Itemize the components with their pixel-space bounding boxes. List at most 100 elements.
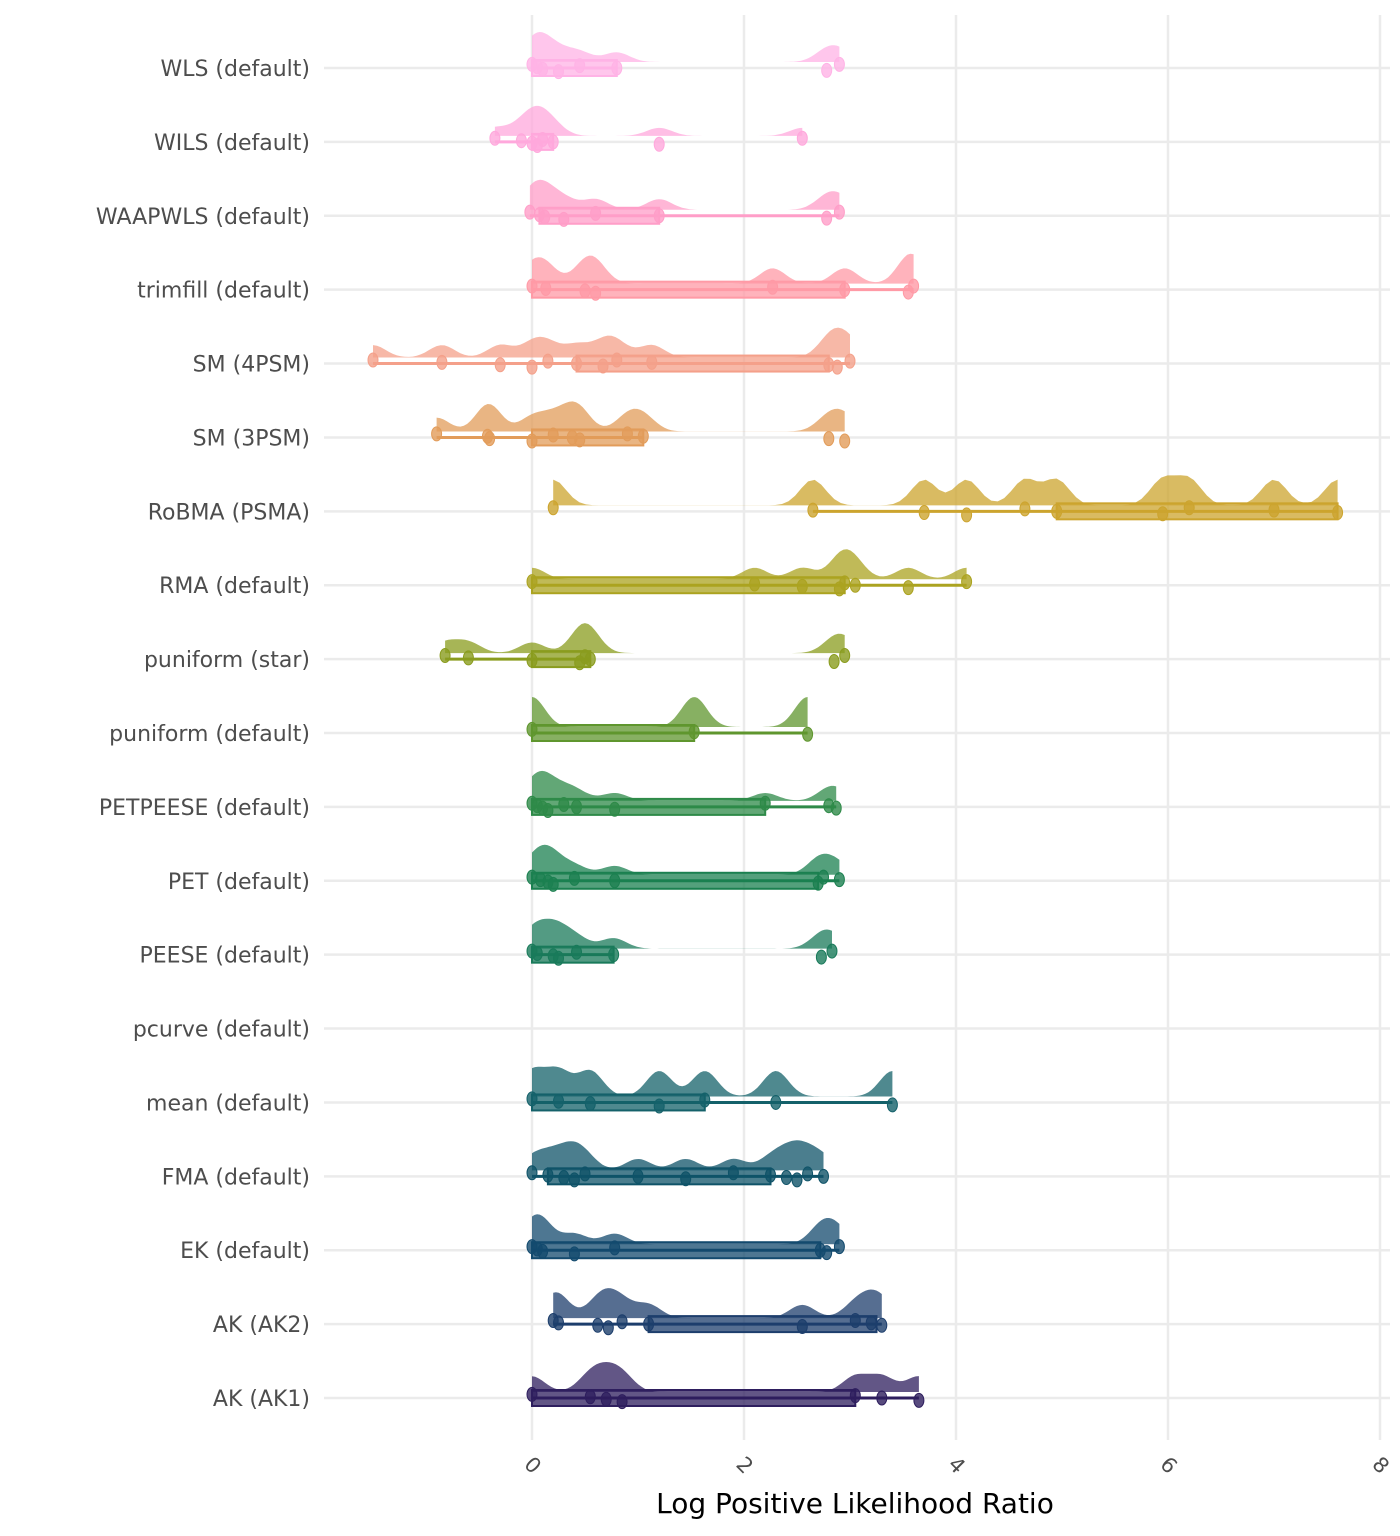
data-point bbox=[609, 1240, 621, 1256]
data-point bbox=[621, 426, 633, 442]
data-point bbox=[1019, 501, 1031, 517]
data-point bbox=[600, 1391, 612, 1407]
data-point bbox=[616, 1394, 628, 1410]
series-group bbox=[526, 253, 920, 301]
data-point bbox=[431, 426, 443, 442]
data-point bbox=[515, 133, 527, 149]
data-point bbox=[821, 62, 833, 78]
data-point bbox=[568, 1172, 580, 1188]
data-point bbox=[462, 650, 474, 666]
data-point bbox=[526, 359, 538, 375]
y-tick-label: mean (default) bbox=[146, 1091, 310, 1116]
data-point bbox=[646, 354, 658, 370]
data-point bbox=[821, 1245, 833, 1261]
data-point bbox=[688, 724, 700, 740]
data-point bbox=[821, 210, 833, 226]
series-group bbox=[367, 327, 856, 375]
y-axis-labels: WLS (default) WILS (default) WAAPWLS (defa… bbox=[96, 57, 310, 1412]
data-point bbox=[902, 580, 914, 596]
series-group bbox=[431, 401, 851, 449]
data-point bbox=[849, 577, 861, 593]
density-cloud bbox=[532, 549, 967, 580]
data-point bbox=[542, 802, 554, 818]
y-tick-label: SM (3PSM) bbox=[193, 426, 310, 451]
x-tick-label: 4 bbox=[943, 1452, 969, 1478]
data-point bbox=[765, 1167, 776, 1183]
data-point bbox=[828, 654, 840, 670]
data-point bbox=[826, 943, 838, 959]
density-cloud bbox=[532, 918, 832, 949]
data-point bbox=[913, 1392, 925, 1408]
data-point bbox=[592, 1317, 604, 1333]
density-cloud bbox=[532, 32, 840, 62]
data-point bbox=[865, 1315, 877, 1331]
data-point bbox=[831, 359, 843, 375]
data-point bbox=[484, 431, 496, 447]
data-point bbox=[608, 947, 620, 963]
data-point bbox=[494, 357, 506, 373]
x-tick-label: 0 bbox=[519, 1452, 545, 1478]
density-cloud bbox=[553, 1288, 882, 1319]
data-point bbox=[839, 575, 851, 591]
data-point bbox=[839, 433, 851, 449]
density-cloud bbox=[532, 844, 840, 875]
density-cloud bbox=[553, 475, 1338, 506]
data-point bbox=[616, 1314, 628, 1330]
data-point bbox=[818, 869, 829, 885]
series-group bbox=[526, 697, 814, 742]
data-point bbox=[540, 280, 552, 296]
data-point bbox=[579, 1166, 591, 1182]
y-tick-label: AK (AK2) bbox=[213, 1313, 310, 1338]
data-point bbox=[961, 574, 973, 590]
data-point bbox=[643, 1316, 655, 1332]
data-point bbox=[1157, 506, 1169, 522]
data-point bbox=[574, 432, 586, 448]
x-axis-title: Log Positive Likelihood Ratio bbox=[656, 1487, 1054, 1520]
series-group bbox=[526, 32, 845, 80]
data-point bbox=[802, 726, 814, 742]
data-point bbox=[571, 799, 583, 815]
y-tick-label: PEESE (default) bbox=[140, 944, 311, 969]
density-cloud bbox=[529, 179, 840, 210]
data-point bbox=[833, 56, 845, 72]
box-rect bbox=[531, 1389, 857, 1407]
data-point bbox=[791, 1172, 803, 1188]
data-point bbox=[553, 1315, 564, 1331]
data-point bbox=[680, 1171, 692, 1187]
data-point bbox=[584, 1096, 596, 1112]
data-point bbox=[526, 278, 538, 294]
data-point bbox=[439, 648, 451, 664]
data-point bbox=[823, 431, 835, 447]
data-point bbox=[526, 433, 538, 449]
series-group bbox=[526, 1140, 829, 1188]
data-point bbox=[558, 211, 570, 227]
y-tick-label: RoBMA (PSMA) bbox=[148, 500, 310, 525]
y-tick-label: PET (default) bbox=[168, 870, 310, 895]
data-point bbox=[961, 507, 973, 523]
data-point bbox=[807, 502, 819, 518]
box-rect bbox=[1055, 502, 1339, 521]
data-point bbox=[1332, 505, 1344, 521]
data-point bbox=[1051, 503, 1063, 519]
grid-layer bbox=[324, 15, 1390, 1440]
series-group bbox=[526, 549, 973, 597]
data-point bbox=[839, 282, 851, 298]
series-group bbox=[547, 1288, 888, 1336]
data-point bbox=[632, 1168, 644, 1184]
data-point bbox=[839, 648, 851, 664]
series-group bbox=[439, 623, 851, 671]
data-point bbox=[553, 64, 564, 80]
box-rect bbox=[531, 280, 846, 299]
series-group bbox=[547, 475, 1344, 523]
data-point bbox=[815, 949, 827, 965]
y-tick-label: WAAPWLS (default) bbox=[96, 205, 310, 230]
density-cloud bbox=[532, 697, 808, 727]
series-group bbox=[524, 179, 845, 227]
data-point bbox=[579, 283, 591, 299]
y-tick-label: trimfill (default) bbox=[137, 279, 310, 304]
y-tick-label: FMA (default) bbox=[162, 1165, 310, 1190]
data-point bbox=[699, 1092, 711, 1108]
data-point bbox=[767, 279, 779, 295]
data-point bbox=[524, 204, 536, 220]
